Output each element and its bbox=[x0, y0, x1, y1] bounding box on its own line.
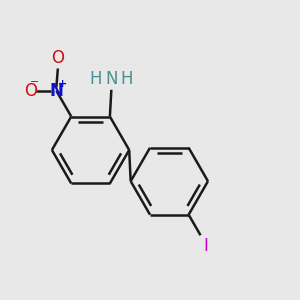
Text: I: I bbox=[203, 237, 208, 255]
Text: O: O bbox=[24, 82, 37, 100]
Text: H: H bbox=[90, 70, 102, 88]
Text: H: H bbox=[121, 70, 133, 88]
Text: O: O bbox=[51, 49, 64, 67]
Text: −: − bbox=[29, 77, 39, 88]
Text: +: + bbox=[58, 79, 68, 89]
Text: N: N bbox=[50, 82, 63, 100]
Text: N: N bbox=[105, 70, 118, 88]
